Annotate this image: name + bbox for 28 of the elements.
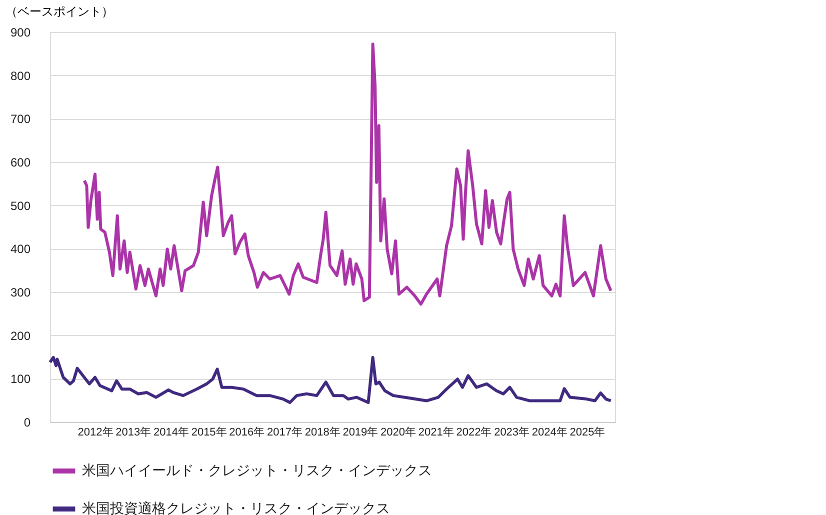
- y-tick-label: 700: [10, 112, 31, 126]
- x-tick-label: 2012年: [78, 426, 114, 438]
- y-tick-label: 600: [10, 156, 31, 170]
- x-tick-label: 2015年: [191, 426, 227, 438]
- legend-label: 米国ハイイールド・クレジット・リスク・インデックス: [82, 462, 432, 478]
- y-tick-label: 900: [10, 26, 31, 40]
- line-series: [82, 42, 612, 306]
- x-tick-label: 2023年: [494, 426, 530, 438]
- x-tick-label: 2017年: [267, 426, 302, 438]
- x-tick-label: 2016年: [229, 426, 265, 438]
- line-series: [48, 356, 612, 404]
- y-tick-label: 800: [10, 68, 31, 83]
- y-tick-label: 0: [24, 416, 31, 430]
- x-tick-label: 2019年: [342, 426, 378, 438]
- y-tick-label: 300: [10, 286, 31, 300]
- y-tick-label: 200: [10, 328, 31, 343]
- x-tick-label: 2025年: [570, 426, 606, 438]
- x-tick-label: 2020年: [380, 426, 416, 438]
- y-tick-label: 500: [10, 198, 31, 213]
- x-tick-label: 2018年: [304, 426, 340, 438]
- x-tick-label: 2014年: [153, 426, 189, 438]
- y-axis-title: （ベースポイント）: [6, 4, 114, 18]
- y-tick-label: 100: [10, 372, 31, 386]
- y-tick-label: 400: [10, 242, 31, 256]
- x-tick-label: 2013年: [116, 426, 152, 438]
- x-tick-label: 2021年: [418, 426, 454, 438]
- x-tick-label: 2022年: [456, 426, 492, 438]
- x-tick-label: 2024年: [532, 426, 568, 438]
